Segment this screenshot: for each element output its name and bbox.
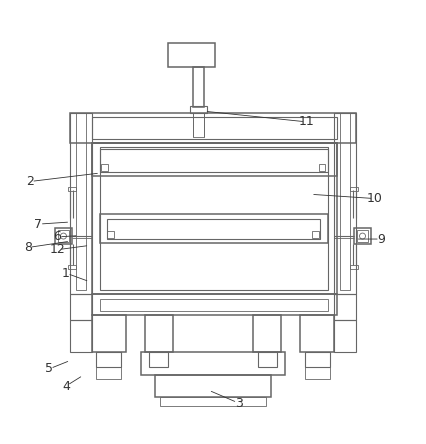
Bar: [70, 112, 92, 294]
Bar: [334, 112, 356, 294]
Bar: [76, 113, 86, 290]
Text: 9: 9: [377, 233, 385, 246]
Text: 5: 5: [45, 362, 53, 376]
Bar: [101, 164, 108, 171]
Text: 2: 2: [26, 175, 34, 188]
Bar: [92, 117, 337, 139]
Bar: [141, 352, 285, 375]
Bar: [312, 231, 319, 238]
Bar: [305, 367, 330, 379]
Bar: [70, 112, 356, 143]
Bar: [55, 228, 72, 244]
Bar: [92, 143, 337, 294]
Bar: [357, 230, 368, 242]
Bar: [168, 43, 215, 67]
Bar: [70, 293, 92, 320]
Bar: [334, 320, 356, 352]
Bar: [155, 375, 271, 396]
Bar: [334, 293, 356, 320]
Bar: [68, 265, 76, 269]
Bar: [258, 352, 277, 367]
Bar: [149, 352, 168, 367]
Bar: [92, 294, 337, 315]
Bar: [193, 67, 204, 107]
Text: 6: 6: [54, 230, 61, 243]
Bar: [100, 299, 328, 311]
Bar: [96, 352, 121, 367]
Bar: [58, 230, 69, 242]
Bar: [107, 231, 114, 238]
Bar: [100, 214, 328, 243]
Bar: [160, 396, 266, 406]
Bar: [100, 147, 328, 290]
Bar: [92, 315, 126, 352]
Text: 10: 10: [367, 192, 383, 205]
Text: 11: 11: [299, 115, 314, 128]
Text: 12: 12: [50, 243, 65, 256]
Text: 3: 3: [235, 396, 242, 409]
Text: 7: 7: [35, 218, 42, 230]
Bar: [305, 352, 330, 367]
Bar: [190, 106, 207, 113]
Bar: [354, 228, 371, 244]
Bar: [145, 315, 173, 352]
Bar: [340, 113, 350, 290]
Bar: [92, 143, 337, 176]
Bar: [253, 315, 281, 352]
Bar: [70, 320, 92, 352]
Text: 8: 8: [24, 241, 32, 254]
Bar: [350, 265, 358, 269]
Bar: [96, 367, 121, 379]
Text: 1: 1: [62, 266, 70, 280]
Bar: [350, 187, 358, 191]
Bar: [106, 219, 320, 239]
Bar: [193, 113, 204, 137]
Text: 4: 4: [62, 380, 70, 392]
Bar: [300, 315, 334, 352]
Bar: [68, 187, 76, 191]
Bar: [319, 164, 325, 171]
Bar: [100, 149, 328, 172]
